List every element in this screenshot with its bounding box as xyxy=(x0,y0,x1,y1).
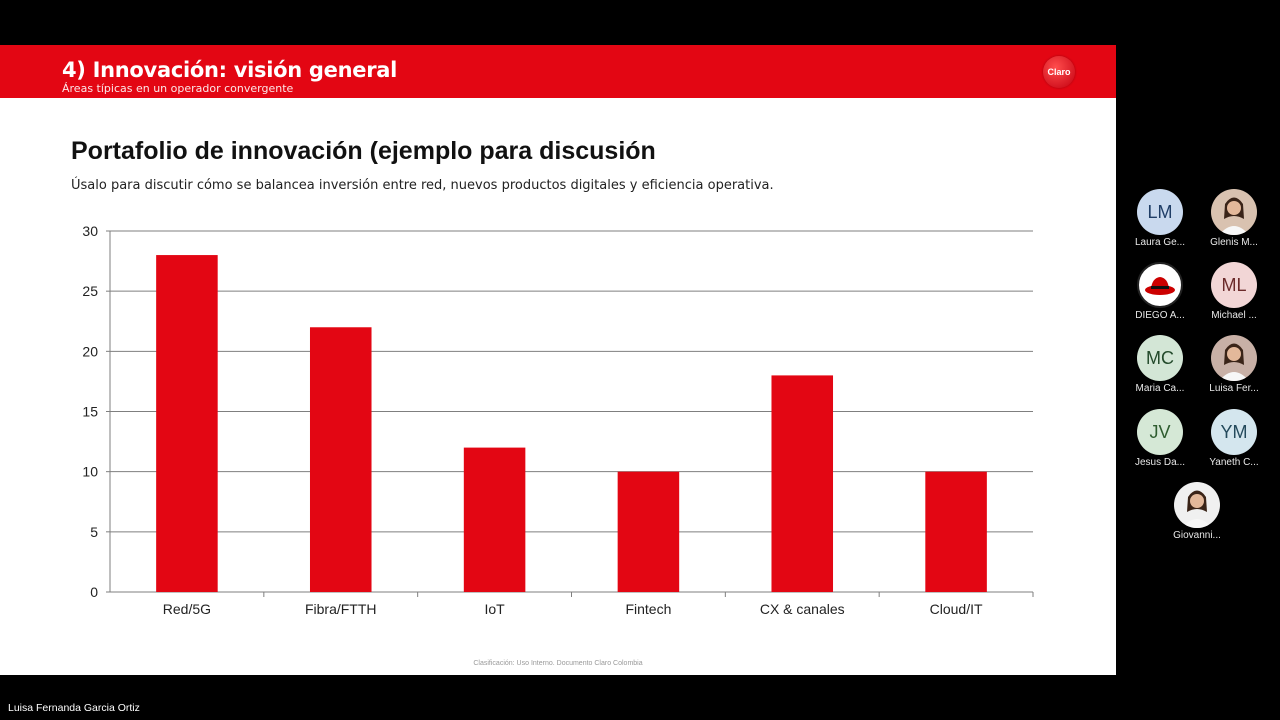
participant-name: Luisa Fer... xyxy=(1209,383,1259,394)
bar-fibra-ftth xyxy=(309,327,372,592)
participant-tile[interactable]: ML Michael ... xyxy=(1194,262,1274,328)
x-category-label: Fintech xyxy=(625,601,671,617)
participant-name: DIEGO A... xyxy=(1135,310,1185,321)
participant-tile[interactable]: Luisa Fer... xyxy=(1194,335,1274,401)
chart-labels: 0 5 10 15 20 25 30 Red/5G Fibra/FTTH IoT Fintech CX… xyxy=(82,223,983,617)
participant-avatar: JV xyxy=(1137,409,1183,455)
participant-tile[interactable]: Giovanni... xyxy=(1157,482,1237,548)
x-category-label: Red/5G xyxy=(163,601,211,617)
slide-header-bar: 4) Innovación: visión general Áreas típi… xyxy=(0,45,1116,98)
participant-avatar: YM xyxy=(1211,409,1257,455)
participant-name: Michael ... xyxy=(1211,310,1257,321)
x-category-label: IoT xyxy=(484,601,505,617)
bar-red-5g xyxy=(156,255,218,593)
y-tick-label: 20 xyxy=(82,343,98,359)
participant-tile[interactable]: LM Laura Ge... xyxy=(1120,189,1200,255)
participant-tile[interactable]: Glenis M... xyxy=(1194,189,1274,255)
shared-slide: 4) Innovación: visión general Áreas típi… xyxy=(0,45,1116,675)
y-tick-label: 25 xyxy=(82,283,98,299)
participant-tile[interactable]: MC Maria Ca... xyxy=(1120,335,1200,401)
person-photo-icon xyxy=(1174,482,1220,528)
participant-tile[interactable]: YM Yaneth C... xyxy=(1194,409,1274,475)
participant-tile[interactable]: DIEGO A... xyxy=(1120,262,1200,328)
bar-iot xyxy=(463,447,526,592)
participant-name: Glenis M... xyxy=(1210,237,1258,248)
x-category-label: CX & canales xyxy=(760,601,845,617)
presenter-name-label: Luisa Fernanda Garcia Ortiz xyxy=(8,702,140,714)
chart-bars xyxy=(156,255,987,593)
claro-logo: Claro xyxy=(1043,56,1075,88)
participant-avatar: MC xyxy=(1137,335,1183,381)
participant-name: Maria Ca... xyxy=(1135,383,1185,394)
bar-fintech xyxy=(617,471,680,592)
participant-name: Giovanni... xyxy=(1173,530,1221,541)
bar-chart: 0 5 10 15 20 25 30 Red/5G Fibra/FTTH IoT Fintech CX… xyxy=(82,223,1034,617)
bar-cx-canales xyxy=(771,375,834,592)
y-tick-label: 10 xyxy=(82,464,98,480)
x-category-label: Fibra/FTTH xyxy=(305,601,377,617)
participant-name: Laura Ge... xyxy=(1134,237,1186,248)
participant-tile[interactable]: JV Jesus Da... xyxy=(1120,409,1200,475)
x-category-label: Cloud/IT xyxy=(930,601,983,617)
slide-footer-classification: Clasificación: Uso Interno. Documento Cl… xyxy=(473,660,643,667)
person-photo-icon xyxy=(1211,189,1257,235)
slide-title: Portafolio de innovación (ejemplo para d… xyxy=(71,137,656,165)
chart-gridlines xyxy=(110,230,1033,533)
redhat-logo-icon xyxy=(1137,262,1183,308)
chart-axes xyxy=(106,230,1034,597)
bar-cloud-it xyxy=(925,471,987,592)
y-tick-label: 5 xyxy=(90,524,98,540)
participant-avatar: LM xyxy=(1137,189,1183,235)
person-photo-icon xyxy=(1211,335,1257,381)
y-tick-label: 0 xyxy=(90,584,98,600)
slide-header-subtitle: Áreas típicas en un operador convergente xyxy=(62,82,294,95)
participant-name: Yaneth C... xyxy=(1209,457,1259,468)
participant-avatar: ML xyxy=(1211,262,1257,308)
y-tick-label: 15 xyxy=(82,404,98,420)
slide-header-title: 4) Innovación: visión general xyxy=(62,58,398,82)
y-tick-label: 30 xyxy=(82,223,98,239)
slide-description: Úsalo para discutir cómo se balancea inv… xyxy=(71,178,774,193)
participant-name: Jesus Da... xyxy=(1134,457,1186,468)
claro-logo-text: Claro xyxy=(1047,67,1071,77)
